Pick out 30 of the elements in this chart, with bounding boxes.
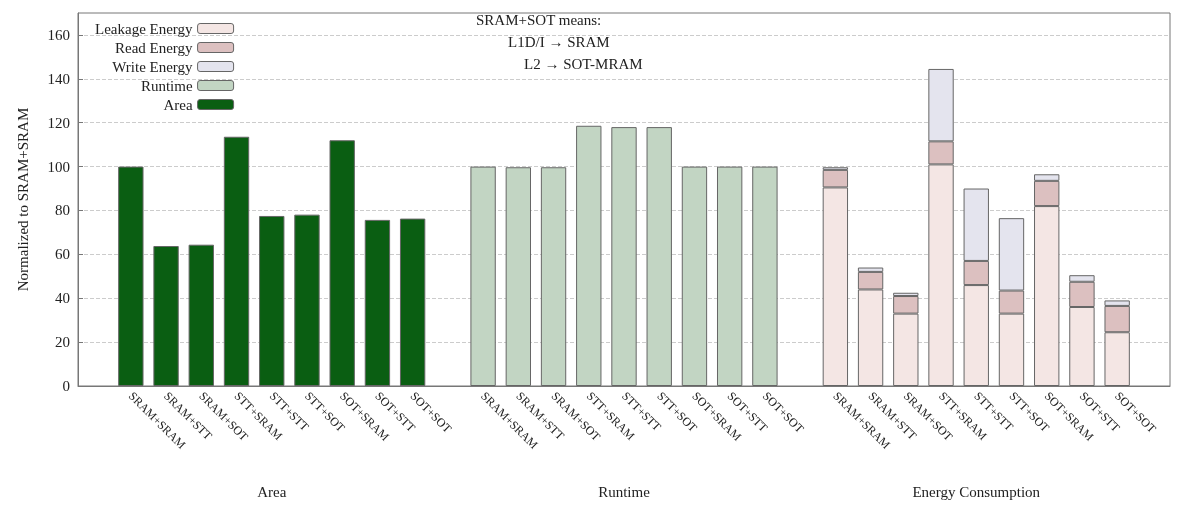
legend-label: Runtime: [140, 77, 193, 94]
annotation: L1D/I → SRAM: [508, 34, 610, 50]
text: Energy Consumption: [912, 484, 1041, 500]
bar: [294, 214, 320, 386]
y-axis-title: Normalized to SRAM+SRAM: [14, 107, 31, 292]
bar: [153, 246, 179, 386]
legend-label: Area: [163, 96, 193, 113]
legend-label: Write Energy: [112, 58, 194, 75]
y-tick-label: 60: [55, 246, 70, 263]
y-tick-label: 100: [47, 158, 70, 175]
y-tick-label: 0: [62, 378, 70, 394]
bar: [188, 244, 214, 386]
bar: [329, 140, 355, 386]
y-tick-label: 120: [47, 114, 70, 131]
y-tick-label: 160: [47, 26, 70, 43]
bar: [399, 218, 426, 386]
annotation: SRAM+SOT means:: [476, 12, 602, 28]
text: Area: [257, 484, 287, 500]
text: Runtime: [598, 484, 651, 500]
legend-label: Leakage Energy: [94, 20, 194, 37]
y-tick-label: 80: [55, 202, 70, 219]
bar: [118, 166, 144, 386]
bar: [223, 136, 250, 386]
y-tick-label: 140: [47, 70, 70, 87]
bar: [364, 219, 391, 386]
legend-label: Read Energy: [114, 39, 194, 56]
annotation: L2 → SOT-MRAM: [524, 56, 643, 72]
y-tick-label: 40: [55, 290, 70, 307]
bar: [259, 215, 285, 386]
y-tick-label: 20: [55, 334, 70, 351]
